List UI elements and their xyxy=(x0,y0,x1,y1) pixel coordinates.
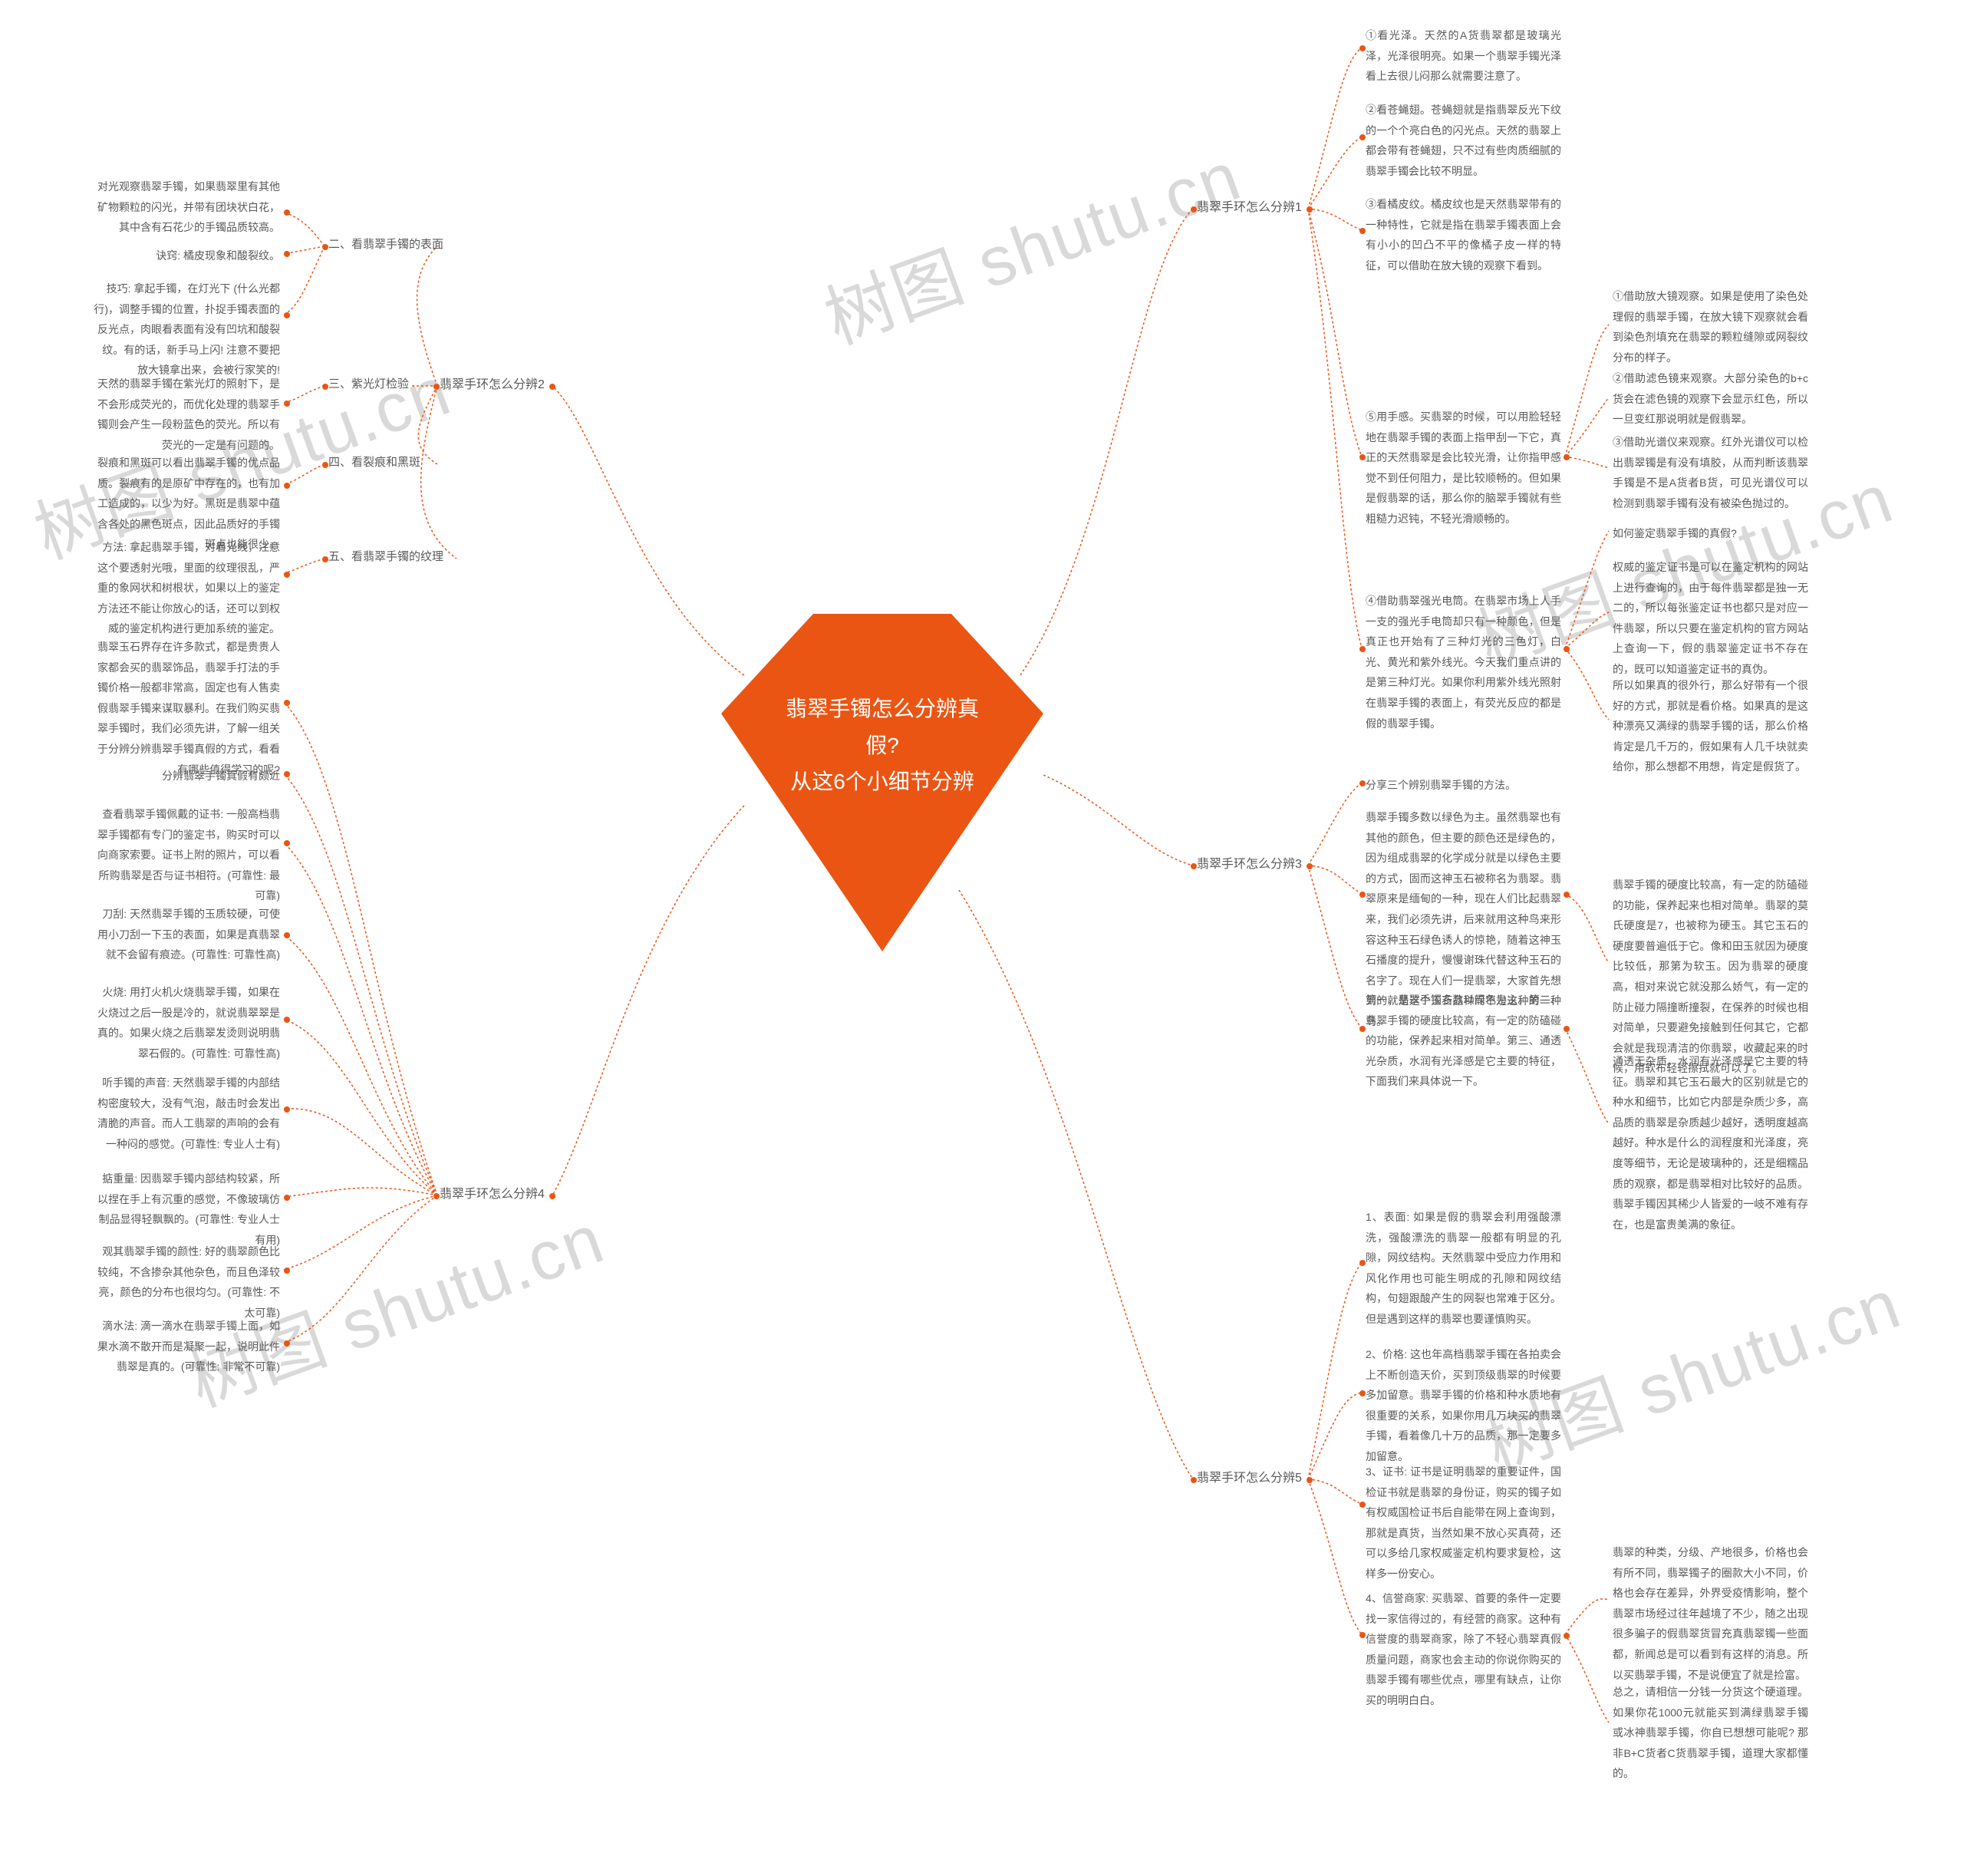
leaf: 4、信誉商家: 买翡翠、首要的条件一定要找一家信得过的，有经营的商家。这种有信誉… xyxy=(1366,1588,1561,1711)
leaf-dot xyxy=(1359,45,1366,51)
center-title: 翡翠手镯怎么分辨真假? 从这6个小细节分辨 xyxy=(771,691,994,800)
leaf-dot xyxy=(284,1195,290,1201)
leaf-dot xyxy=(284,1268,290,1274)
leaf: 翡翠手镯的硬度比较高，有一定的防磕碰的功能，保养起来也相对简单。翡翠的莫氏硬度是… xyxy=(1613,875,1808,1079)
leaf: 查看翡翠手镯佩戴的证书: 一般高档翡翠手镯都有专门的鉴定书，购买时可以向商家索要… xyxy=(92,804,280,906)
leaf: 技巧: 拿起手镯，在灯光下 (什么光都行)，调整手镯的位置，扑捉手镯表面的反光点… xyxy=(92,279,280,381)
leaf: 滴水法: 滴一滴水在翡翠手镯上面，如果水滴不散开而是凝聚一起，说明此件翡翠是真的… xyxy=(92,1316,280,1377)
leaf: 翡翠的种类，分级、产地很多，价格也会有所不同，翡翠镯子的圈款大小不同，价格也会存… xyxy=(1613,1542,1808,1685)
branch-dot xyxy=(549,384,555,390)
leaf: 通透无杂质，水润有光泽感是它主要的特征。翡翠和其它玉石最大的区别就是它的种水和细… xyxy=(1613,1051,1808,1235)
leaf: ③看橘皮纹。橘皮纹也是天然翡翠带有的一种特性，它就是指在翡翠手镯表面上会有小小的… xyxy=(1366,194,1561,275)
leaf-dot xyxy=(1564,892,1570,898)
sub: 二、看翡翠手镯的表面 xyxy=(328,234,443,256)
leaf-dot xyxy=(1359,1260,1366,1266)
leaf: ②借助滤色镜来观察。大部分染色的b+c货会在滤色镜的观察下会显示红色，所以一旦变… xyxy=(1613,368,1808,430)
leaf-dot xyxy=(284,1106,290,1113)
branch-dot xyxy=(433,384,440,390)
leaf: 第一、翡翠手镯多数以绿色为主。第二、翡翠手镯的硬度比较高，有一定的防磕碰的功能，… xyxy=(1366,990,1561,1092)
leaf: 总之，请相信一分钱一分货这个硬道理。如果你花1000元就能买到满绿翡翠手镯或冰神… xyxy=(1613,1682,1808,1784)
leaf: 权威的鉴定证书是可以在鉴定机构的网站上进行查询的，由于每件翡翠都是独一无二的，所… xyxy=(1613,557,1808,680)
leaf-dot xyxy=(1564,1633,1570,1639)
branch-3: 翡翠手环怎么分辨3 xyxy=(1197,853,1302,876)
leaf: 火烧: 用打火机火烧翡翠手镯，如果在火烧过之后一股是冷的，就说翡翠翠是真的。如果… xyxy=(92,982,280,1063)
branch-dot xyxy=(1191,863,1197,869)
leaf: ②看苍蝇翅。苍蝇翅就是指翡翠反光下纹的一个个亮白色的闪光点。天然的翡翠上都会带有… xyxy=(1366,100,1561,181)
branch-4: 翡翠手环怎么分辨4 xyxy=(440,1183,545,1206)
branch-1: 翡翠手环怎么分辨1 xyxy=(1197,196,1302,219)
leaf-dot xyxy=(1359,646,1366,652)
leaf-dot xyxy=(1564,454,1570,460)
leaf: ①借助放大镜观察。如果是使用了染色处理假的翡翠手镯，在放大镜下观察就会看到染色剂… xyxy=(1613,286,1808,368)
sub: 五、看翡翠手镯的纹理 xyxy=(328,546,443,569)
leaf-dot xyxy=(1359,1026,1366,1032)
branch-dot xyxy=(433,1193,440,1199)
leaf-dot xyxy=(1359,1632,1366,1638)
sub-dot xyxy=(322,556,328,562)
leaf: ⑤用手感。买翡翠的时候，可以用脸轻轻地在翡翠手镯的表面上指甲刮一下它，真正的天然… xyxy=(1366,407,1561,529)
leaf: 翡翠玉石界存在许多款式，都是贵贵人家都会买的翡翠饰品，翡翠手打法的手镯价格一般都… xyxy=(92,637,280,780)
branch-5: 翡翠手环怎么分辨5 xyxy=(1197,1467,1302,1490)
leaf: ④借助翡翠强光电筒。在翡翠市场上人手一支的强光手电筒却只有一种颜色，但是真正也开… xyxy=(1366,591,1561,734)
sub: 三、紫光灯检验 xyxy=(328,374,409,396)
leaf-dot xyxy=(284,932,290,938)
leaf: 听手镯的声音: 天然翡翠手镯的内部结构密度较大，没有气泡，敲击时会发出清脆的声音… xyxy=(92,1073,280,1154)
leaf-dot xyxy=(1359,228,1366,234)
watermark: 树图 shutu.cn xyxy=(809,120,1252,363)
leaf: ①看光泽。天然的A货翡翠都是玻璃光泽，光泽很明亮。如果一个翡翠手镯光泽看上去很儿… xyxy=(1366,25,1561,87)
leaf: 观其翡翠手镯的颜性: 好的翡翠颜色比较纯，不含掺杂其他杂色，而且色泽较亮，颜色的… xyxy=(92,1241,280,1323)
leaf-dot xyxy=(1564,646,1570,652)
branch-dot xyxy=(1191,206,1197,213)
leaf-dot xyxy=(1359,1502,1366,1508)
sub-dot xyxy=(322,462,328,468)
leaf-dot xyxy=(1359,454,1366,460)
sub-dot xyxy=(322,244,328,250)
leaf: 所以如果真的很外行，那么好带有一个很好的方式，那就是看价格。如果真的是这种漂亮又… xyxy=(1613,675,1808,777)
leaf-dot xyxy=(284,1340,290,1347)
leaf: 掂重量: 因翡翠手镯内部结构较紧，所以捏在手上有沉重的感觉，不像玻璃仿制品显得轻… xyxy=(92,1169,280,1250)
leaf-dot xyxy=(284,572,290,578)
leaf-dot xyxy=(1359,1390,1366,1396)
leaf-dot xyxy=(284,209,290,216)
leaf-dot xyxy=(1359,134,1366,140)
branch-2: 翡翠手环怎么分辨2 xyxy=(440,374,545,397)
leaf-dot xyxy=(1564,1026,1570,1032)
leaf: ③借助光谱仪来观察。红外光谱仪可以检出翡翠镯是有没有填胶，从而判断该翡翠手镯是不… xyxy=(1613,432,1808,513)
leaf-dot xyxy=(284,840,290,846)
branch-dot xyxy=(1307,863,1313,869)
leaf: 如何鉴定翡翠手镯的真假? xyxy=(1613,523,1808,544)
leaf-dot xyxy=(284,483,290,489)
sub: 四、看裂痕和黑斑 xyxy=(328,452,420,474)
leaf: 分辨翡翠手镯真假有颇近 xyxy=(92,766,280,786)
branch-dot xyxy=(1307,1477,1313,1483)
leaf: 2、价格: 这也年高档翡翠手镯在各拍卖会上不断创造天价，买到顶级翡翠的时候要多加… xyxy=(1366,1344,1561,1467)
leaf: 分享三个辨别翡翠手镯的方法。 xyxy=(1366,775,1561,796)
leaf-dot xyxy=(284,771,290,777)
mindmap-canvas: 树图 shutu.cn 树图 shutu.cn 树图 shutu.cn 树图 s… xyxy=(0,0,1964,1876)
leaf: 对光观察翡翠手镯，如果翡翠里有其他矿物颗粒的闪光，并带有团块状白花，其中含有石花… xyxy=(92,176,280,238)
branch-dot xyxy=(1191,1477,1197,1483)
leaf: 天然的翡翠手镯在紫光灯的照射下，是不会形成荧光的，而优化处理的翡翠手镯则会产生一… xyxy=(92,374,280,455)
leaf-dot xyxy=(1359,780,1366,786)
leaf-dot xyxy=(284,700,290,706)
leaf: 1、表面: 如果是假的翡翠会利用强酸漂洗，强酸漂洗的翡翠一般都有明显的孔隙，网纹… xyxy=(1366,1207,1561,1330)
leaf: 刀刮: 天然翡翠手镯的玉质较硬，可使用小刀刮一下玉的表面，如果是真翡翠就不会留有… xyxy=(92,904,280,965)
branch-dot xyxy=(1307,206,1313,213)
leaf-dot xyxy=(284,1017,290,1023)
leaf-dot xyxy=(284,312,290,318)
branch-dot xyxy=(549,1193,555,1199)
sub-dot xyxy=(322,384,328,390)
leaf: 3、证书: 证书是证明翡翠的重要证件，国检证书就是翡翠的身份证，购买的镯子如有权… xyxy=(1366,1462,1561,1584)
leaf: 方法: 拿起翡翠手镯，对着光线，注意这个要透射光哦，里面的纹理很乱，严重的象网状… xyxy=(92,537,280,639)
leaf-dot xyxy=(284,251,290,257)
leaf: 诀窍: 橘皮现象和酸裂纹。 xyxy=(92,246,280,266)
leaf-dot xyxy=(284,401,290,407)
leaf-dot xyxy=(1359,892,1366,898)
